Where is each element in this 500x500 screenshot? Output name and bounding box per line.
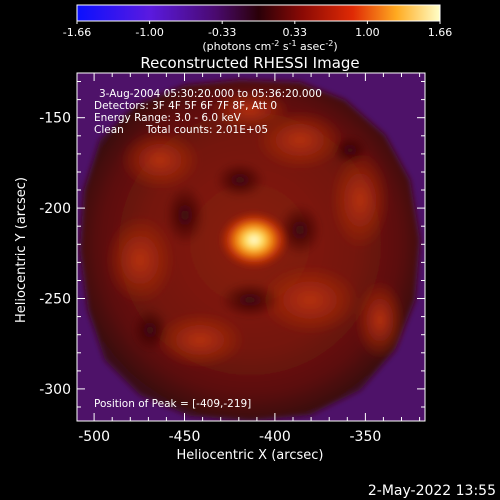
peak-position-label: Position of Peak = [-409,-219] xyxy=(94,398,251,410)
y-tick-label: -150 xyxy=(39,111,71,127)
x-tick-label: -400 xyxy=(259,429,291,445)
footer-date: 2-May-2022 13:55 xyxy=(368,483,496,499)
x-tick-label: -350 xyxy=(350,429,382,445)
y-tick-label: -200 xyxy=(39,201,71,217)
colorbar-tick-label: 1.66 xyxy=(428,26,453,39)
axis-ticks xyxy=(77,73,425,421)
x-axis-label: Heliocentric X (arcsec) xyxy=(177,448,324,463)
info-total-counts: Total counts: 2.01E+05 xyxy=(145,124,268,136)
colorbar-tick-label: -0.33 xyxy=(208,26,236,39)
info-detectors: Detectors: 3F 4F 5F 6F 7F 8F, Att 0 xyxy=(94,100,277,112)
plot-frame xyxy=(76,72,426,422)
colorbar-tick-label: 0.33 xyxy=(283,26,308,39)
colorbar-ticks xyxy=(76,21,441,24)
colorbar: -1.66 -1.00 -0.33 0.33 1.00 1.66 (photon… xyxy=(63,4,453,53)
colorbar-tick-label: -1.00 xyxy=(135,26,163,39)
colorbar-tick-label: -1.66 xyxy=(63,26,91,39)
x-tick-label: -500 xyxy=(78,429,110,445)
colorbar-tick-label: 1.00 xyxy=(355,26,380,39)
colorbar-units: (photons cm-2 s-1 asec-2) xyxy=(202,39,337,53)
image-info: 3-Aug-2004 05:30:20.000 to 05:36:20.000 … xyxy=(94,88,322,136)
colorbar-gradient xyxy=(76,4,441,22)
info-clean-label: Clean xyxy=(94,124,124,136)
info-energy-range: Energy Range: 3.0 - 6.0 keV xyxy=(94,112,242,124)
heatmap-image xyxy=(77,73,425,421)
y-tick-label: -300 xyxy=(39,382,71,398)
x-tick-label: -450 xyxy=(169,429,201,445)
figure-title: Reconstructed RHESSI Image xyxy=(140,54,359,72)
y-axis-label: Heliocentric Y (arcsec) xyxy=(14,177,29,323)
info-time-range: 3-Aug-2004 05:30:20.000 to 05:36:20.000 xyxy=(99,88,322,100)
emission-texture xyxy=(105,90,405,368)
y-tick-label: -250 xyxy=(39,292,71,308)
peak-source xyxy=(220,212,288,268)
